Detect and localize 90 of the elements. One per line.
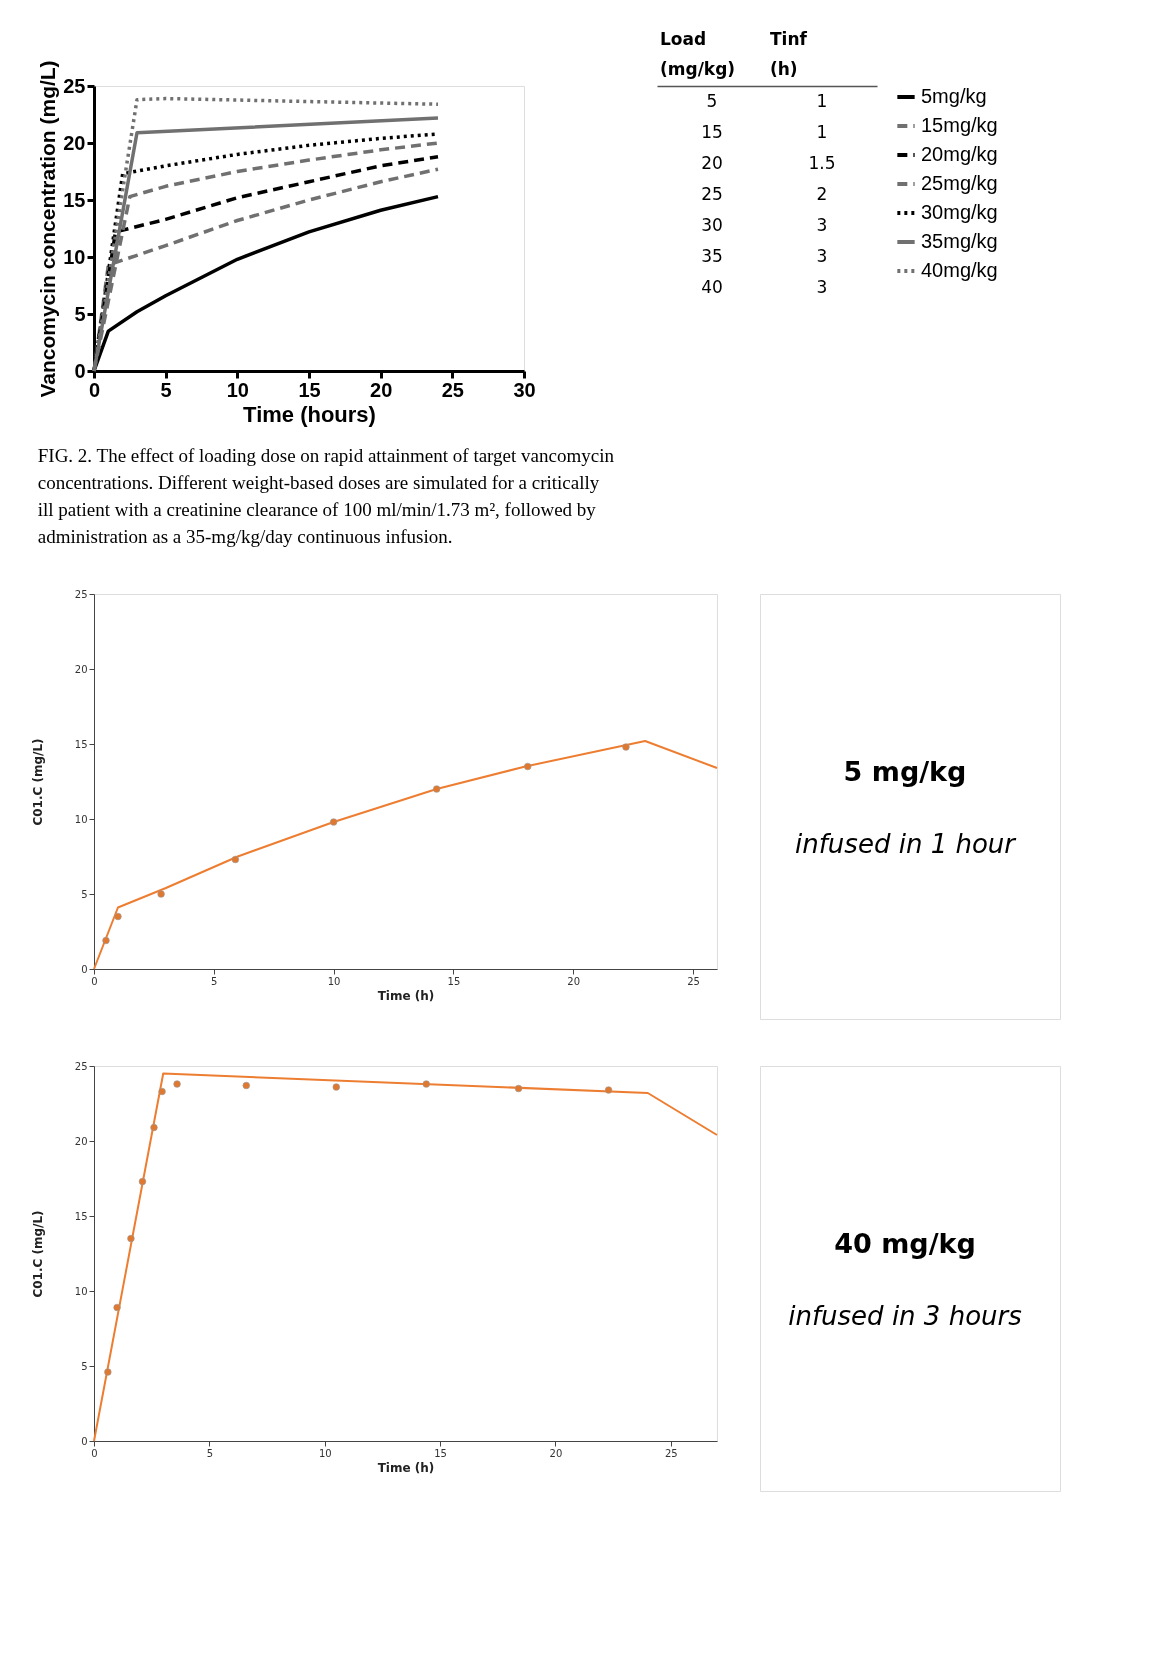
x-tick-label: 20: [370, 378, 393, 401]
y-tick-label: 0: [74, 359, 86, 382]
point: [102, 936, 110, 945]
data-label: 3: [816, 276, 828, 297]
y-tick-label: 10: [74, 813, 88, 825]
legend-label: 15mg/kg: [921, 114, 998, 136]
data-label: 1: [816, 121, 828, 142]
y-tick-label: 0: [81, 1435, 88, 1447]
point: [158, 1087, 166, 1096]
x-tick-label: 25: [441, 378, 464, 401]
point: [422, 1080, 430, 1088]
point: [138, 1177, 147, 1186]
point: [173, 1080, 181, 1088]
x-tick-label: Tinf (h): [770, 28, 808, 79]
x-tick-label: 10: [327, 975, 341, 987]
point: [104, 1368, 112, 1376]
point: [514, 1084, 523, 1093]
point: [242, 1081, 250, 1090]
x-axis-title: Time (hours): [243, 401, 376, 427]
y-tick-label: 0: [81, 963, 88, 975]
data-label: 1: [816, 90, 828, 111]
x-tick-label: 20: [567, 975, 581, 987]
point: [157, 890, 165, 898]
point: [231, 855, 240, 864]
y-tick-label: 10: [63, 245, 86, 268]
text: 40 mg/kg: [834, 1227, 976, 1259]
data-label: 20: [701, 152, 723, 173]
y-tick-label: 15: [74, 1210, 88, 1222]
y-axis-title: Vancomycin concentration (mg/L): [36, 60, 60, 398]
x-tick-label: 15: [447, 975, 461, 987]
x-tick-label: 5: [211, 975, 218, 987]
data-label: 1.5: [808, 152, 836, 173]
x-tick-label: 15: [298, 378, 321, 401]
data-label: 5: [706, 90, 718, 111]
data-label: 2: [816, 183, 828, 204]
y-tick-label: 20: [63, 131, 86, 154]
x-tick-label: 30: [513, 378, 536, 401]
point: [332, 1083, 340, 1091]
x-tick-label: 20: [549, 1447, 563, 1459]
x-tick-label: 0: [91, 1447, 98, 1459]
legend-label: 40mg/kg: [921, 259, 998, 281]
point: [150, 1123, 158, 1132]
legend-label: 30mg/kg: [921, 201, 998, 223]
caption: FIG. 2. The effect of loading dose on rapid attainment of target vancomycin concentrations. Different weight-based doses are simulated for a critically ill patient with a creatinine clearance of 100 ml/min/1.73 m², followed by administration as a 35-mg/kg/day continuous infusion.: [37, 445, 615, 547]
y-tick-label: 25: [74, 1060, 88, 1072]
x-axis-title: Time (h): [377, 1460, 435, 1475]
x-tick-label: 0: [91, 975, 98, 987]
y-tick-label: 5: [74, 302, 86, 325]
y-tick-label: 5: [81, 888, 88, 900]
data-label: 40: [701, 276, 723, 297]
x-tick-label: 15: [434, 1447, 447, 1459]
x-tick-label: 5: [160, 378, 172, 401]
y-tick-label: 20: [74, 1135, 88, 1147]
legend-label: 25mg/kg: [921, 172, 998, 194]
legend-label: 20mg/kg: [921, 143, 998, 165]
data-label: 15: [701, 121, 723, 142]
text: infused in 1 hour: [795, 828, 1018, 859]
point: [114, 912, 122, 921]
x-tick-label: 10: [226, 378, 249, 401]
y-tick-label: 15: [63, 188, 86, 211]
point: [433, 785, 441, 793]
x-axis-title: Time (h): [377, 988, 435, 1003]
data-label: 25: [701, 183, 723, 204]
x-tick-label: Load (mg/kg): [660, 28, 736, 79]
y-axis-title: C01.C (mg/L): [30, 1210, 45, 1298]
y-tick-label: 25: [74, 588, 88, 600]
data-label: 35: [701, 245, 723, 266]
x-tick-label: 25: [664, 1447, 678, 1459]
data-label: 30: [701, 214, 723, 235]
data-label: 3: [816, 214, 828, 235]
y-tick-label: 5: [81, 1360, 88, 1372]
point: [329, 818, 338, 826]
x-tick-label: 25: [687, 975, 700, 987]
y-tick-label: 25: [63, 74, 86, 97]
y-tick-label: 15: [74, 738, 88, 750]
legend-label: 5mg/kg: [921, 85, 987, 107]
y-tick-label: 10: [74, 1285, 88, 1297]
data-label: 3: [816, 245, 828, 266]
point: [604, 1086, 613, 1094]
x-tick-label: 10: [318, 1447, 332, 1459]
point: [622, 743, 630, 751]
x-tick-label: 5: [206, 1447, 214, 1459]
legend-label: 35mg/kg: [921, 230, 998, 252]
text: 5 mg/kg: [843, 755, 967, 787]
y-tick-label: 20: [74, 663, 88, 675]
point: [524, 762, 532, 771]
text: infused in 3 hours: [788, 1300, 1022, 1331]
point: [113, 1303, 121, 1312]
point: [127, 1234, 135, 1243]
y-axis-title: C01.C (mg/L): [30, 738, 45, 826]
